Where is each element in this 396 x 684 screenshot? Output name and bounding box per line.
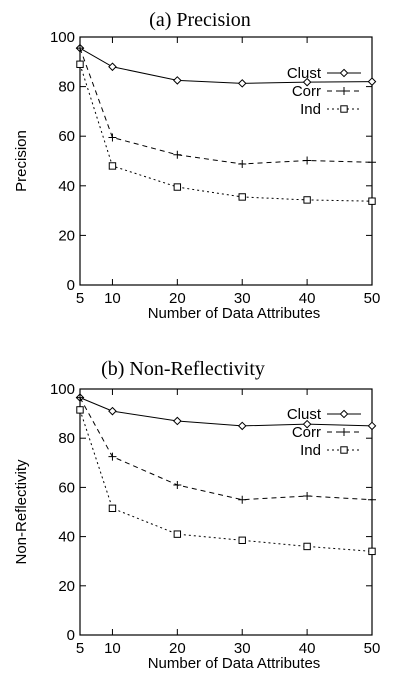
data-point-corr	[108, 133, 117, 142]
x-tick-label: 5	[76, 640, 84, 657]
y-tick-label: 100	[50, 29, 75, 46]
data-point-clust	[108, 406, 117, 416]
series-line-ind	[79, 64, 373, 202]
data-point-ind	[173, 530, 182, 538]
x-tick-label: 40	[299, 290, 316, 307]
data-point-ind	[303, 542, 311, 551]
legend-label-corr: Corr	[292, 83, 321, 100]
data-point-ind	[303, 196, 311, 204]
data-point-clust	[367, 421, 377, 431]
y-tick-label: 40	[58, 529, 75, 546]
legend-label-clust: Clust	[287, 65, 322, 82]
data-point-corr	[76, 44, 84, 53]
legend-label-ind: Ind	[300, 442, 321, 459]
legend-marker-ind	[340, 105, 348, 113]
series-ind	[76, 60, 376, 205]
chart-precision: (a) Precision 0 20 40 60 80 100 5 10 20 30 40 50 Numb…	[13, 9, 380, 322]
data-point-corr	[303, 156, 312, 165]
y-tick-label: 0	[67, 627, 75, 644]
series-ind	[76, 406, 376, 556]
data-point-corr	[303, 492, 312, 501]
series-line-corr	[79, 47, 373, 165]
data-point-clust	[302, 419, 312, 429]
data-point-clust	[367, 77, 377, 86]
plot-frame	[79, 36, 373, 286]
legend-marker-clust	[339, 68, 349, 78]
x-axis-label: Number of Data Attributes	[148, 655, 321, 672]
data-point-corr	[173, 150, 182, 159]
data-point-corr	[238, 495, 247, 504]
data-point-ind	[238, 536, 246, 544]
series-line-corr	[79, 397, 373, 501]
data-point-ind	[368, 197, 376, 205]
x-tick-label: 50	[364, 290, 381, 307]
x-tick-label: 10	[104, 290, 121, 307]
data-point-corr	[108, 452, 117, 461]
y-tick-label: 60	[58, 128, 75, 145]
x-tick-label: 5	[76, 290, 84, 307]
legend-marker-ind	[340, 446, 348, 454]
y-tick-label: 100	[50, 381, 75, 398]
x-tick-label: 20	[169, 290, 186, 307]
series-clust	[75, 393, 377, 431]
y-tick-label: 80	[58, 430, 75, 447]
y-tick-label: 0	[67, 277, 75, 294]
x-tick-label: 10	[104, 640, 121, 657]
data-point-clust	[173, 416, 182, 426]
y-axis-label: Non-Reflectivity	[13, 459, 30, 565]
plot-frame	[79, 388, 373, 636]
x-tick-label: 40	[299, 640, 316, 657]
series-line-ind	[79, 409, 373, 552]
x-axis-label: Number of Data Attributes	[148, 305, 321, 322]
data-point-corr	[368, 158, 376, 167]
x-tick-label: 50	[364, 640, 381, 657]
legend-marker-corr	[340, 428, 348, 436]
x-tick-label: 20	[169, 640, 186, 657]
data-point-ind	[108, 504, 117, 513]
y-tick-label: 60	[58, 479, 75, 496]
y-tick-label: 20	[58, 227, 75, 244]
data-point-clust	[173, 76, 182, 85]
chart-title: (b) Non-Reflectivity	[101, 358, 265, 380]
data-point-ind	[238, 193, 246, 201]
x-tick-label: 30	[234, 640, 251, 657]
series-corr	[76, 393, 376, 504]
data-point-clust	[302, 77, 312, 87]
x-tick-label: 30	[234, 290, 251, 307]
legend-label-ind: Ind	[300, 101, 321, 118]
data-point-clust	[237, 79, 247, 88]
y-tick-label: 40	[58, 178, 75, 195]
series-clust	[75, 43, 377, 88]
series-line-clust	[79, 397, 373, 427]
chart-title: (a) Precision	[149, 9, 251, 31]
data-point-corr	[173, 480, 182, 489]
legend-label-clust: Clust	[287, 406, 322, 423]
data-point-corr	[76, 393, 84, 402]
legend-marker-clust	[339, 409, 349, 419]
y-axis-label: Precision	[13, 130, 30, 192]
legend-label-corr: Corr	[292, 424, 321, 441]
data-point-corr	[368, 495, 376, 504]
data-point-ind	[368, 547, 376, 556]
data-point-clust	[108, 62, 117, 72]
chart-non-reflectivity: (b) Non-Reflectivity 0 20 40 60 80 100 5 10 20 30 4…	[13, 358, 380, 672]
y-tick-label: 80	[58, 79, 75, 96]
data-point-ind	[76, 60, 84, 68]
data-point-ind	[76, 406, 84, 414]
data-point-clust	[237, 421, 247, 431]
legend-marker-corr	[340, 87, 348, 95]
data-point-corr	[238, 159, 247, 168]
series-corr	[76, 44, 376, 168]
series-line-clust	[79, 47, 373, 84]
data-point-ind	[108, 162, 117, 170]
y-tick-label: 20	[58, 578, 75, 595]
data-point-ind	[173, 183, 182, 191]
